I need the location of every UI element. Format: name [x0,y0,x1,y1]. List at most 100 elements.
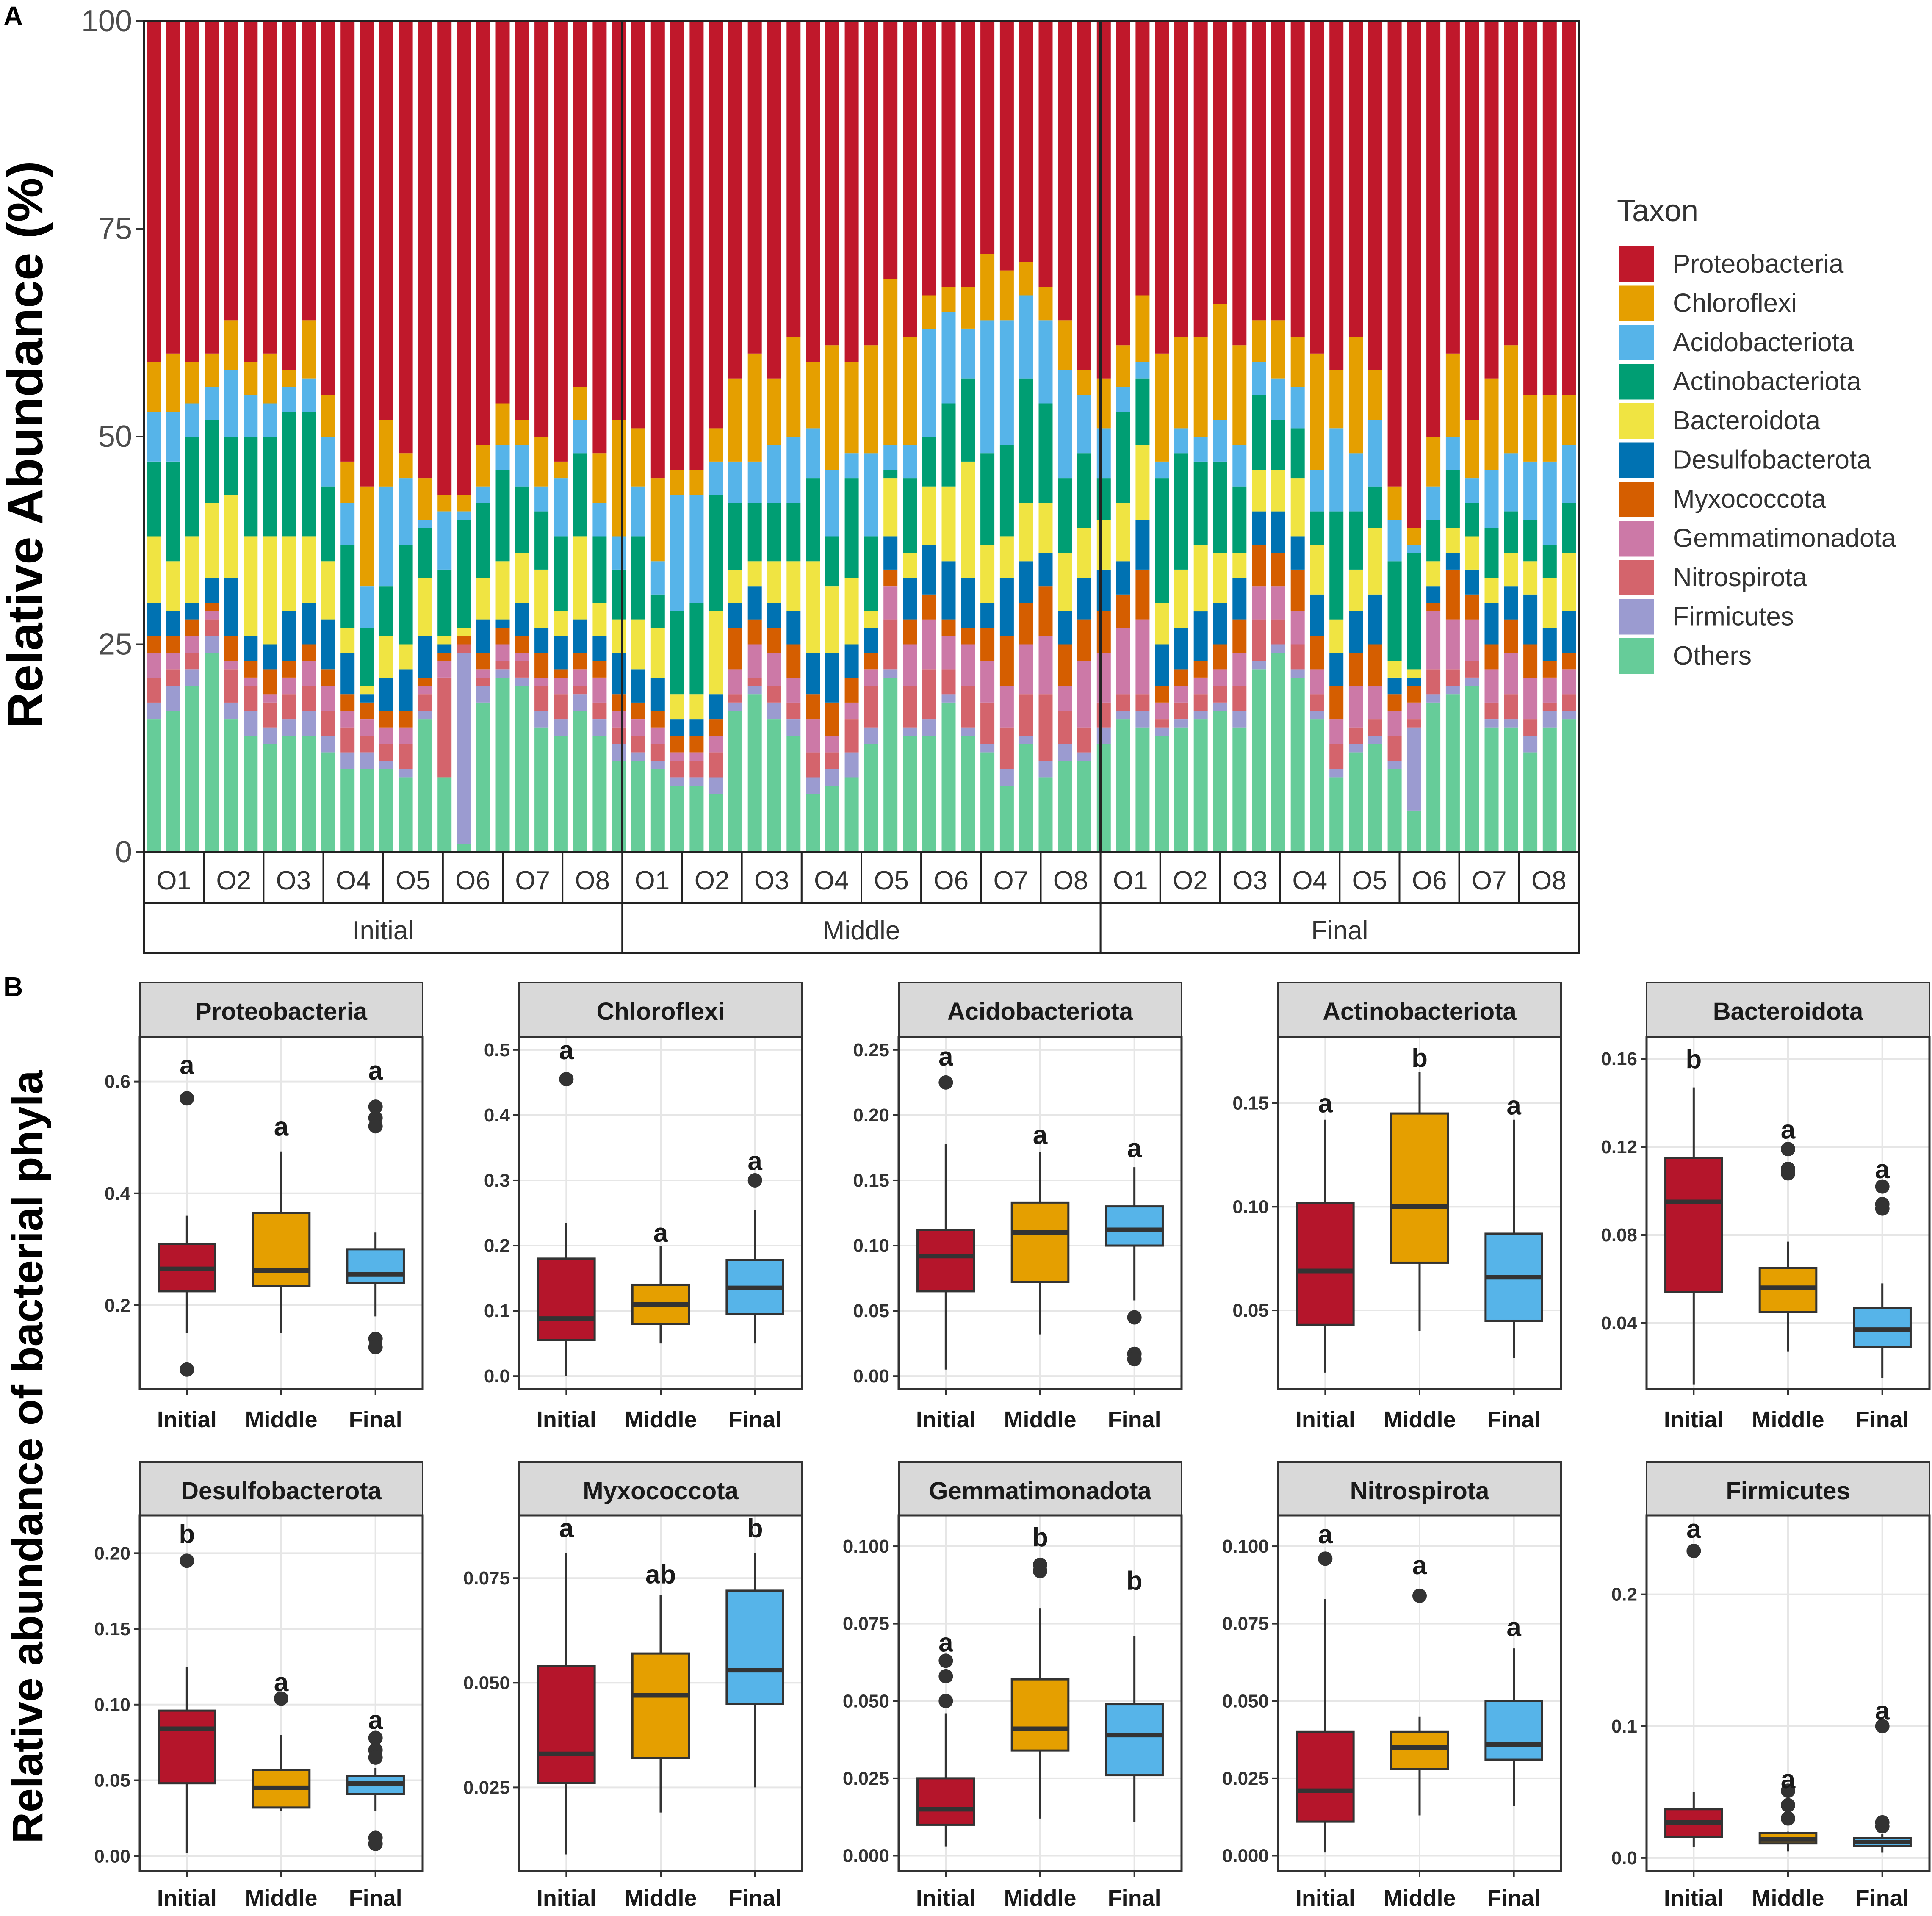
bar-segment-actinobacteriota [999,445,1014,537]
bar-segment-acidobacteriota [728,461,742,503]
bar-segment-nitrospirota [573,686,587,695]
bar-segment-myxococcota [1193,661,1208,678]
bar-segment-chloroflexi [728,378,742,462]
bar-segment-nitrospirota [999,727,1014,769]
y-tick-label: 0.15 [94,1619,130,1639]
stacked-bar [495,21,510,852]
bar-segment-desulfobacterota [592,636,607,661]
bar-segment-desulfobacterota [767,603,781,628]
bar-segment-firmicutes [1542,711,1557,728]
bar-segment-chloroflexi [1077,370,1091,395]
bar-segment-chloroflexi [631,428,645,487]
bar-segment-myxococcota [670,736,684,753]
bar-segment-chloroflexi [1407,528,1421,545]
bar-segment-actinobacteriota [1523,520,1538,562]
bar-segment-firmicutes [263,727,277,744]
bar-segment-chloroflexi [709,428,723,462]
panel-b-ylabel: Relative abundance of bacterial phyla [3,1070,52,1844]
bar-segment-actinobacteriota [166,461,180,562]
bar-segment-chloroflexi [224,320,238,370]
legend-swatch-gemmatimonadota [1619,521,1654,557]
bar-segment-actinobacteriota [1077,453,1091,528]
bar-segment-firmicutes [1135,711,1150,728]
bar-segment-actinobacteriota [709,495,723,611]
bar-segment-others [399,777,413,852]
bar-segment-bacteroidota [1426,561,1441,587]
site-label: O4 [814,866,849,895]
bar-segment-gemmatimonadota [1252,586,1266,620]
bar-segment-desulfobacterota [379,678,393,711]
y-tick-label: 0.000 [843,1845,889,1866]
significance-letter: b [1412,1044,1428,1073]
bar-segment-chloroflexi [825,345,839,470]
facet-title: Actinobacteriota [1323,998,1517,1025]
stacked-bar [1193,21,1208,852]
bar-segment-acidobacteriota [747,461,762,503]
stacked-bar [302,21,316,852]
bar-segment-desulfobacterota [1542,628,1557,661]
bar-segment-gemmatimonadota [1174,686,1188,703]
bar-segment-myxococcota [340,694,355,711]
legend-swatch-firmicutes [1619,599,1654,635]
stacked-bar [437,21,452,852]
legend-swatch-myxococcota [1619,482,1654,517]
y-tick-label: 0.12 [1601,1137,1637,1157]
facet-title: Nitrospirota [1350,1477,1489,1505]
bar-segment-nitrospirota [1484,702,1499,719]
group-label: Middle [823,916,900,945]
bar-segment-actinobacteriota [1252,395,1266,470]
stacked-bar [1542,21,1557,852]
bar-segment-bacteroidota [1155,603,1169,645]
outlier-point [1781,1783,1795,1798]
bar-segment-proteobacteria [205,21,219,354]
bar-segment-chloroflexi [515,420,529,445]
bar-segment-others [360,769,374,852]
bar-segment-proteobacteria [980,21,995,254]
bar-segment-acidobacteriota [1116,387,1130,412]
bar-segment-nitrospirota [1155,719,1169,728]
bar-segment-chloroflexi [1271,320,1285,379]
stacked-bar [1504,21,1518,852]
bar-segment-firmicutes [1310,711,1324,720]
bar-segment-proteobacteria [650,21,665,479]
bar-segment-gemmatimonadota [650,727,665,744]
y-tick-label: 0.1 [484,1301,510,1321]
bar-segment-nitrospirota [1019,694,1033,736]
bar-segment-bacteroidota [1174,569,1188,628]
y-tick-label: 0.100 [1222,1536,1269,1557]
stacked-bar [185,21,199,852]
bar-segment-nitrospirota [302,686,316,711]
bar-segment-desulfobacterota [147,603,161,636]
bar-segment-others [1038,777,1053,852]
bar-segment-desulfobacterota [1213,603,1227,645]
bar-segment-nitrospirota [883,619,898,670]
box-final [1105,1205,1164,1247]
significance-letter: b [1127,1566,1143,1595]
bar-segment-gemmatimonadota [728,669,742,695]
bar-segment-proteobacteria [1019,21,1033,262]
outlier-point [938,1694,953,1708]
bar-segment-gemmatimonadota [612,711,626,728]
bar-segment-acidobacteriota [1252,362,1266,395]
bar-segment-firmicutes [961,727,975,736]
bar-segment-actinobacteriota [1329,511,1344,620]
x-tick-label: Final [1856,1886,1909,1911]
stacked-bar [689,21,704,852]
bar-segment-others [166,711,180,852]
facet-strip [518,1461,803,1516]
x-tick-label: Initial [916,1886,976,1911]
bar-segment-proteobacteria [1193,21,1208,337]
bar-segment-actinobacteriota [922,437,936,487]
bar-segment-gemmatimonadota [1019,644,1033,695]
y-tick-label: 75 [98,212,132,246]
stacked-bar [825,21,839,852]
stacked-bar [1213,21,1227,852]
bar-segment-desulfobacterota [573,619,587,653]
bar-segment-actinobacteriota [1562,503,1576,553]
bar-segment-others [437,777,452,852]
stacked-bar [166,21,180,852]
stacked-bar [844,21,859,852]
bar-segment-acidobacteriota [1096,428,1111,479]
site-label: O7 [515,866,550,895]
